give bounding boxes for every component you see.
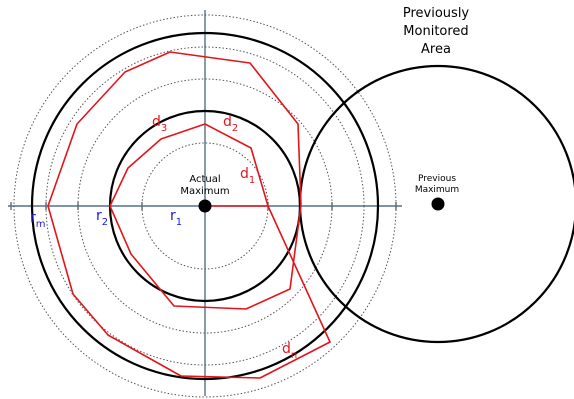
previous-maximum-label-line1: Previous — [418, 174, 456, 184]
step-label-dn: dn — [282, 341, 297, 361]
previously-monitored-circle — [298, 64, 574, 344]
radius-label-r1: r1 — [170, 208, 182, 228]
actual-maximum-label-line2: Maximum — [180, 186, 229, 197]
actual-maximum-dot — [198, 199, 212, 213]
ring-r3 — [45, 46, 365, 366]
previously-monitored-label-line3: Area — [421, 42, 451, 57]
step-label-d2: d2 — [223, 114, 238, 134]
actual-maximum-label-line1: Actual — [189, 174, 220, 185]
text-labels: Previously Monitored Area Actual Maximum… — [30, 6, 469, 361]
previous-maximum-dot — [431, 197, 445, 211]
radius-label-r2: r2 — [96, 208, 108, 228]
previously-monitored-label-line1: Previously — [403, 6, 470, 21]
previously-monitored-label-line2: Monitored — [403, 24, 468, 39]
previous-maximum-label-line2: Maximum — [415, 185, 459, 195]
ring-rm — [13, 14, 397, 398]
radius-label-rm: rm — [30, 210, 46, 230]
step-label-d3: d3 — [152, 114, 167, 134]
search-paths — [47, 51, 331, 379]
step-label-d1: d1 — [240, 166, 255, 186]
ring-r2 — [77, 78, 333, 334]
spiral-search-path — [47, 51, 331, 379]
outer-circle — [30, 31, 380, 381]
